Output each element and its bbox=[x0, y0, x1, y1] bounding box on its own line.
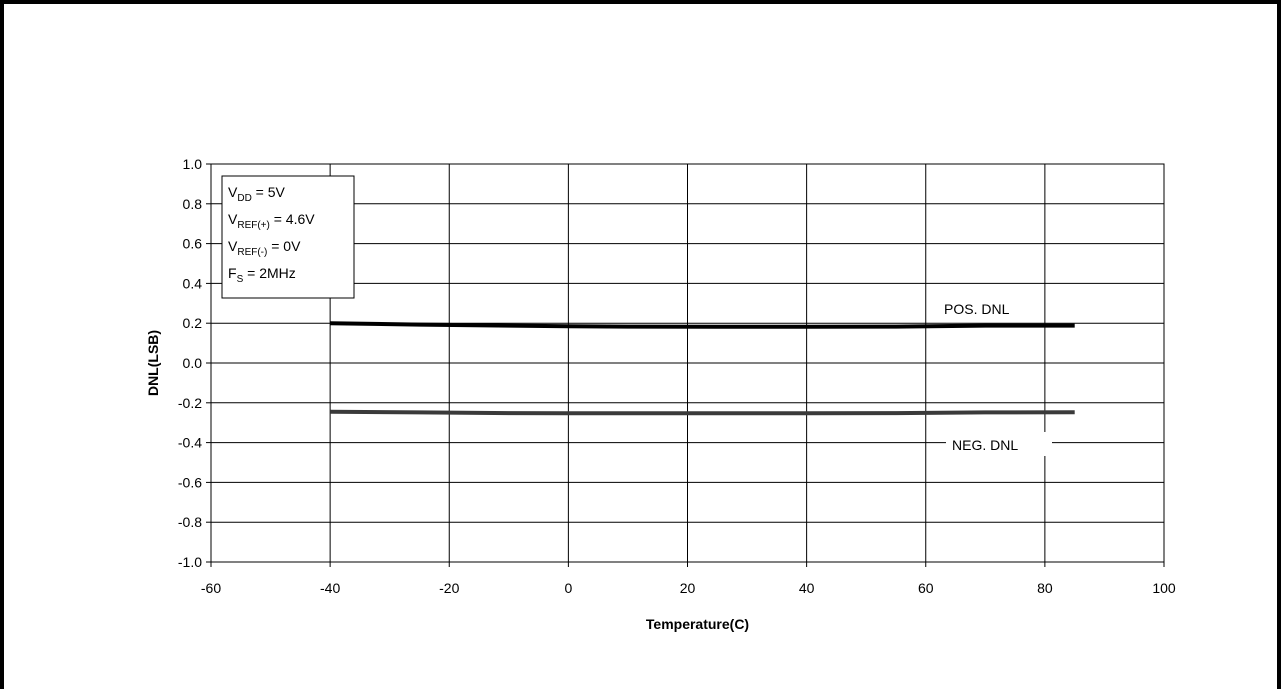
series-layer bbox=[330, 323, 1075, 413]
y-tick-label: -0.6 bbox=[178, 474, 202, 490]
y-tick-label: -0.2 bbox=[178, 395, 202, 411]
y-axis-title: DNL(LSB) bbox=[145, 330, 161, 396]
x-tick-label: -40 bbox=[320, 580, 340, 596]
x-tick-label: 20 bbox=[680, 580, 696, 596]
y-tick-label: -0.4 bbox=[178, 435, 202, 451]
y-tick-label: 1.0 bbox=[183, 156, 203, 172]
x-tick-label: 40 bbox=[799, 580, 815, 596]
y-tick-label: 0.8 bbox=[183, 196, 203, 212]
pos-dnl-line bbox=[330, 323, 1075, 327]
neg-dnl-label: NEG. DNL bbox=[952, 437, 1018, 453]
y-tick-label: -1.0 bbox=[178, 554, 202, 570]
y-tick-label: 0.6 bbox=[183, 236, 203, 252]
y-tick-label: 0.0 bbox=[183, 355, 203, 371]
x-tick-label: 60 bbox=[918, 580, 934, 596]
dnl-chart: 1.0 0.8 0.6 0.4 0.2 0.0 -0.2 -0.4 -0.6 -0.8 -1.0 -6… bbox=[4, 4, 1277, 693]
x-tick-label: 100 bbox=[1152, 580, 1176, 596]
y-tick-label: 0.2 bbox=[183, 315, 203, 331]
x-tick-label: 0 bbox=[564, 580, 572, 596]
x-tick-label: 80 bbox=[1037, 580, 1053, 596]
neg-dnl-line bbox=[330, 412, 1075, 414]
x-tick-label: -60 bbox=[201, 580, 221, 596]
x-axis-title: Temperature(C) bbox=[646, 616, 749, 632]
y-tick-label: -0.8 bbox=[178, 514, 202, 530]
y-tick-label: 0.4 bbox=[183, 275, 203, 291]
x-tick-label: -20 bbox=[439, 580, 459, 596]
pos-dnl-label: POS. DNL bbox=[944, 301, 1010, 317]
